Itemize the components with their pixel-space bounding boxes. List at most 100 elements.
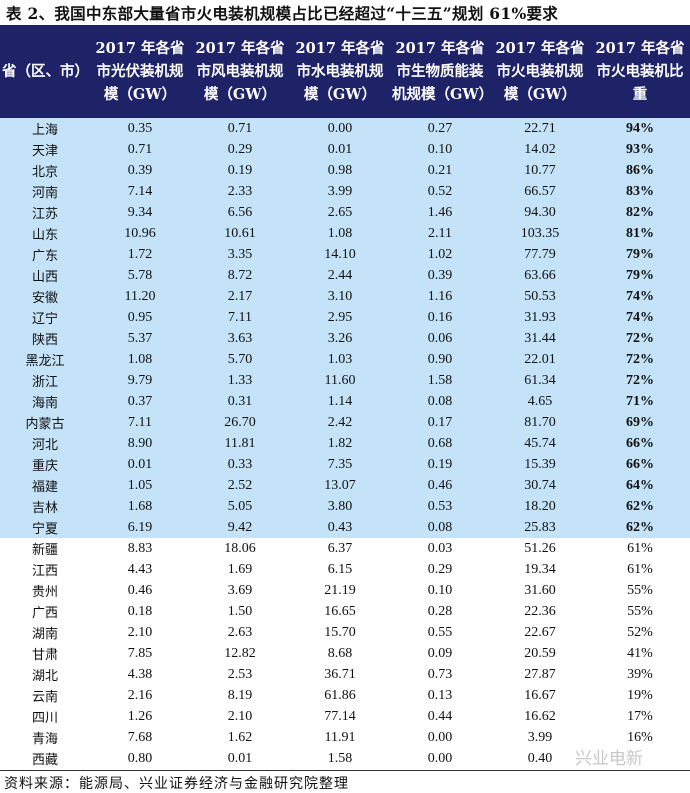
- cell-hydro: 2.95: [290, 307, 390, 328]
- cell-solar: 0.35: [90, 118, 190, 139]
- cell-province: 新疆: [31, 543, 58, 558]
- cell-province: 宁夏: [0, 517, 90, 538]
- cell-ratio: 61%: [627, 561, 653, 577]
- cell-province: 浙江: [0, 370, 90, 391]
- cell-solar: 7.68: [127, 729, 153, 745]
- cell-province: 上海: [0, 118, 90, 139]
- table-row: 甘肃 7.85 12.82 8.68 0.09 20.59 41%: [0, 643, 690, 664]
- cell-hydro: 77.14: [324, 708, 356, 724]
- cell-ratio: 62%: [590, 517, 690, 538]
- cell-hydro: 6.15: [327, 561, 353, 577]
- cell-ratio: 55%: [627, 603, 653, 619]
- cell-hydro: 0.43: [290, 517, 390, 538]
- cell-thermal: 0.40: [527, 750, 553, 766]
- cell-thermal: 81.70: [490, 412, 590, 433]
- cell-hydro: 2.44: [290, 265, 390, 286]
- cell-thermal: 27.87: [524, 666, 556, 682]
- table-row: 辽宁 0.95 7.11 2.95 0.16 31.93 74%: [0, 307, 690, 328]
- cell-solar: 0.95: [90, 307, 190, 328]
- table-row: 内蒙古 7.11 26.70 2.42 0.17 81.70 69%: [0, 412, 690, 433]
- cell-hydro: 61.86: [324, 687, 356, 703]
- cell-province: 广西: [31, 606, 58, 621]
- cell-hydro: 2.65: [290, 202, 390, 223]
- cell-hydro: 13.07: [290, 475, 390, 496]
- cell-hydro: 1.14: [290, 391, 390, 412]
- table-row: 海南 0.37 0.31 1.14 0.08 4.65 71%: [0, 391, 690, 412]
- cell-biomass: 0.03: [427, 540, 453, 556]
- cell-ratio: 62%: [590, 496, 690, 517]
- cell-biomass: 1.46: [390, 202, 490, 223]
- table-row: 江苏 9.34 6.56 2.65 1.46 94.30 82%: [0, 202, 690, 223]
- cell-wind: 0.01: [227, 750, 253, 766]
- cell-province: 甘肃: [31, 648, 58, 663]
- cell-wind: 1.62: [227, 729, 253, 745]
- cell-wind: 8.72: [190, 265, 290, 286]
- cell-thermal: 31.93: [490, 307, 590, 328]
- table-row: 贵州 0.46 3.69 21.19 0.10 31.60 55%: [0, 580, 690, 601]
- table-title: 表 2、我国中东部大量省市火电装机规模占比已经超过“十三五”规划 61%要求: [6, 4, 559, 23]
- table-row: 天津 0.71 0.29 0.01 0.10 14.02 93%: [0, 139, 690, 160]
- cell-hydro: 21.19: [324, 582, 356, 598]
- cell-biomass: 2.11: [390, 223, 490, 244]
- cell-biomass: 0.00: [427, 750, 453, 766]
- cell-thermal: 77.79: [490, 244, 590, 265]
- table-row: 广西 0.18 1.50 16.65 0.28 22.36 55%: [0, 601, 690, 622]
- table-row: 安徽 11.20 2.17 3.10 1.16 50.53 74%: [0, 286, 690, 307]
- cell-biomass: 0.68: [390, 433, 490, 454]
- cell-wind: 0.31: [190, 391, 290, 412]
- cell-thermal: 103.35: [490, 223, 590, 244]
- cell-province: 青海: [31, 732, 58, 747]
- table-row: 广东 1.72 3.35 14.10 1.02 77.79 79%: [0, 244, 690, 265]
- cell-biomass: 0.10: [427, 582, 453, 598]
- cell-ratio: 72%: [590, 328, 690, 349]
- cell-thermal: 31.44: [490, 328, 590, 349]
- table-row: 湖北 4.38 2.53 36.71 0.73 27.87 39%: [0, 664, 690, 685]
- cell-wind: 18.06: [224, 540, 256, 556]
- cell-wind: 3.69: [227, 582, 253, 598]
- cell-solar: 11.20: [90, 286, 190, 307]
- cell-solar: 8.90: [90, 433, 190, 454]
- cell-biomass: 0.73: [427, 666, 453, 682]
- cell-wind: 12.82: [224, 645, 256, 661]
- cell-wind: 1.69: [227, 561, 253, 577]
- cell-solar: 8.83: [127, 540, 153, 556]
- cell-ratio: 72%: [590, 370, 690, 391]
- cell-wind: 1.33: [190, 370, 290, 391]
- cell-wind: 5.70: [190, 349, 290, 370]
- table-row: 西藏 0.80 0.01 1.58 0.00 0.40: [0, 748, 690, 769]
- cell-wind: 0.19: [190, 160, 290, 181]
- table-row: 陕西 5.37 3.63 3.26 0.06 31.44 72%: [0, 328, 690, 349]
- cell-ratio: 41%: [627, 645, 653, 661]
- cell-thermal: 3.99: [527, 729, 553, 745]
- cell-ratio: 94%: [590, 118, 690, 139]
- cell-hydro: 1.82: [290, 433, 390, 454]
- cell-thermal: 61.34: [490, 370, 590, 391]
- table-row: 重庆 0.01 0.33 7.35 0.19 15.39 66%: [0, 454, 690, 475]
- cell-wind: 26.70: [190, 412, 290, 433]
- cell-province: 重庆: [0, 454, 90, 475]
- cell-province: 西藏: [31, 753, 58, 768]
- cell-biomass: 0.28: [427, 603, 453, 619]
- cell-hydro: 8.68: [327, 645, 353, 661]
- cell-solar: 6.19: [90, 517, 190, 538]
- cell-thermal: 22.67: [524, 624, 556, 640]
- cell-solar: 1.72: [90, 244, 190, 265]
- cell-hydro: 1.08: [290, 223, 390, 244]
- cell-biomass: 0.90: [390, 349, 490, 370]
- table-row: 云南 2.16 8.19 61.86 0.13 16.67 19%: [0, 685, 690, 706]
- table-row: 福建 1.05 2.52 13.07 0.46 30.74 64%: [0, 475, 690, 496]
- cell-province: 江西: [31, 564, 58, 579]
- cell-ratio: 82%: [590, 202, 690, 223]
- cell-wind: 10.61: [190, 223, 290, 244]
- cell-province: 陕西: [0, 328, 90, 349]
- cell-province: 海南: [0, 391, 90, 412]
- cell-province: 山西: [0, 265, 90, 286]
- cell-thermal: 4.65: [490, 391, 590, 412]
- cell-province: 四川: [31, 711, 58, 726]
- table-row: 宁夏 6.19 9.42 0.43 0.08 25.83 62%: [0, 517, 690, 538]
- cell-thermal: 45.74: [490, 433, 590, 454]
- cell-province: 河南: [0, 181, 90, 202]
- cell-thermal: 30.74: [490, 475, 590, 496]
- cell-solar: 0.18: [127, 603, 153, 619]
- cell-province: 北京: [0, 160, 90, 181]
